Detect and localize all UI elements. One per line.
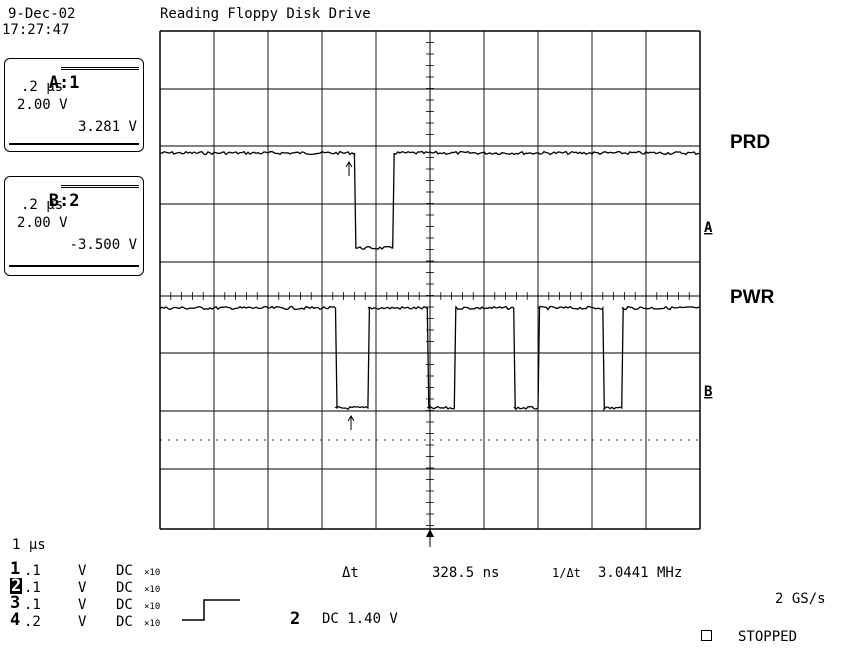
- rising-edge-trigger-icon: [182, 599, 240, 621]
- trace-markers: AB: [704, 220, 713, 400]
- delta-t-label: Δt: [342, 565, 359, 581]
- channel-unit: V: [78, 580, 87, 596]
- trigger-arrow-head: [426, 529, 434, 537]
- timebase-readout: 1 μs: [12, 537, 46, 553]
- channel-a-info-box[interactable]: A:1 .2 μs 2.00 V 3.281 V: [4, 58, 144, 152]
- channel-a-reading: 3.281 V: [77, 119, 137, 135]
- channel-probe: ×10: [144, 568, 161, 578]
- graticule-grid: [159, 30, 701, 547]
- channel-unit: V: [78, 563, 87, 579]
- prd-waveform: [159, 150, 701, 250]
- trace-marker-a: A: [704, 220, 713, 236]
- trace-label-prd: PRD: [730, 132, 771, 153]
- channel-unit: V: [78, 614, 87, 630]
- time-readout: 17:27:47: [2, 22, 70, 38]
- channel-probe: ×10: [144, 619, 161, 629]
- channel-scale: .2: [24, 614, 41, 630]
- prd-cursor-arrow: [345, 161, 353, 176]
- inverse-delta-t-label: 1/Δt: [552, 566, 581, 580]
- channel-scale: .1: [24, 580, 41, 596]
- channel-probe: ×10: [144, 602, 161, 612]
- channel-b-volts: 2.00 V: [17, 215, 68, 231]
- trigger-level: DC 1.40 V: [322, 611, 398, 627]
- channel-number: 3: [10, 593, 21, 613]
- channel-b-header-rule: [61, 185, 139, 188]
- channel-a-volts: 2.00 V: [17, 97, 68, 113]
- channel-scale: .1: [24, 563, 41, 579]
- waveform-traces: [159, 150, 701, 430]
- trace-marker-b: B: [704, 384, 712, 400]
- status-checkbox-icon[interactable]: [701, 630, 712, 641]
- channel-coupling: DC: [116, 614, 133, 630]
- channel-a-footer-rule: [9, 143, 139, 145]
- channel-a-header-rule: [61, 67, 139, 70]
- pwr-waveform: [159, 305, 701, 412]
- channel-coupling: DC: [116, 597, 133, 613]
- channel-b-footer-rule: [9, 265, 139, 267]
- channel-scale: .1: [24, 597, 41, 613]
- channel-b-timebase: .2 μs: [21, 197, 64, 213]
- channel-coupling: DC: [116, 563, 133, 579]
- channel-number: 4: [10, 610, 21, 630]
- trace-label-pwr: PWR: [730, 287, 775, 308]
- channel-probe: ×10: [144, 585, 161, 595]
- frequency-value: 3.0441 MHz: [598, 565, 683, 581]
- channel-a-timebase: .2 μs: [21, 79, 64, 95]
- acquisition-status: STOPPED: [738, 629, 798, 645]
- date-readout: 9-Dec-02: [8, 6, 76, 22]
- channel-b-reading: -3.500 V: [69, 237, 137, 253]
- channel-number: 1: [10, 559, 21, 579]
- channel-b-id: B:2: [48, 191, 80, 211]
- channel-b-info-box[interactable]: B:2 .2 μs 2.00 V -3.500 V: [4, 176, 144, 276]
- channel-number: 2: [10, 576, 23, 596]
- delta-t-value: 328.5 ns: [432, 565, 500, 581]
- sample-rate: 2 GS/s: [775, 591, 826, 607]
- channel-coupling: DC: [116, 580, 133, 596]
- trigger-channel: 2: [290, 609, 301, 629]
- channel-a-id: A:1: [48, 73, 80, 93]
- pwr-cursor-arrow: [347, 415, 355, 430]
- screen-title: Reading Floppy Disk Drive: [160, 6, 371, 22]
- channel-unit: V: [78, 597, 87, 613]
